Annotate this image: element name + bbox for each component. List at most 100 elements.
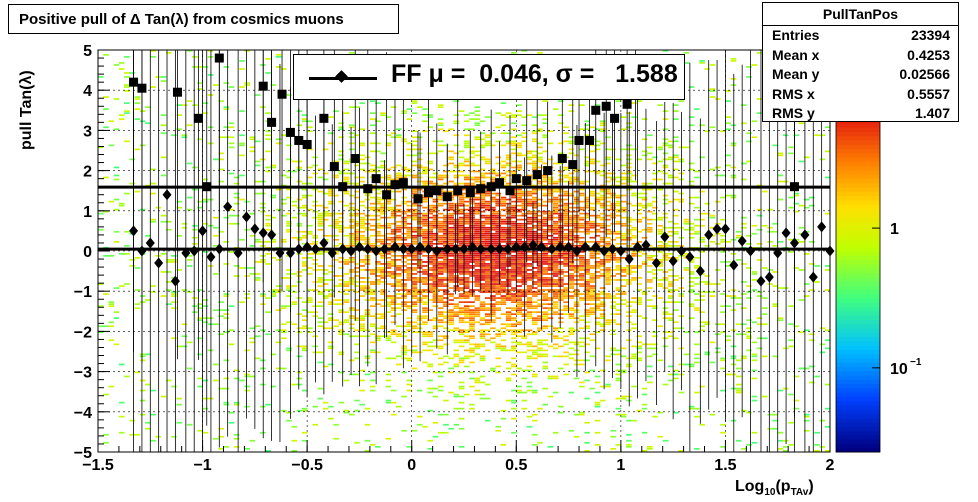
density-cell — [490, 313, 496, 315]
density-cell — [589, 281, 596, 283]
density-cell — [139, 413, 146, 416]
density-cell — [542, 349, 548, 352]
density-cell — [563, 140, 569, 143]
density-cell — [647, 287, 653, 289]
density-cell — [537, 220, 543, 223]
density-cell — [683, 269, 690, 271]
density-cell — [411, 102, 418, 104]
density-cell — [579, 413, 585, 416]
density-cell — [505, 297, 512, 299]
density-cell — [490, 226, 496, 229]
density-cell — [317, 305, 324, 307]
density-cell — [427, 341, 433, 344]
density-cell — [202, 200, 209, 203]
density-cell — [202, 407, 209, 410]
density-cell — [375, 208, 381, 211]
density-cell — [641, 198, 648, 201]
density-cell — [354, 267, 360, 269]
density-cell — [532, 413, 538, 416]
density-cell — [709, 126, 716, 129]
density-cell — [704, 323, 711, 326]
density-cell — [422, 218, 428, 221]
density-cell — [380, 112, 386, 114]
density-cell — [359, 389, 365, 392]
density-cell — [422, 166, 428, 169]
density-cell — [547, 210, 554, 213]
density-cell — [464, 295, 470, 297]
density-cell — [568, 329, 575, 332]
density-cell — [558, 331, 564, 334]
density-cell — [145, 122, 151, 125]
density-cell — [495, 303, 501, 305]
density-cell — [511, 172, 517, 175]
density-cell — [568, 391, 575, 394]
density-cell — [469, 347, 475, 350]
density-cell — [505, 198, 512, 201]
density-cell — [526, 216, 533, 219]
density-cell — [631, 148, 637, 151]
density-cell — [568, 238, 575, 241]
density-cell — [484, 339, 491, 342]
density-cell — [532, 255, 538, 257]
density-cell — [626, 444, 632, 446]
density-cell — [359, 403, 365, 406]
density-cell — [443, 216, 449, 219]
density-cell — [620, 243, 627, 245]
density-cell — [458, 198, 465, 201]
density-cell — [113, 98, 120, 100]
density-cell — [223, 401, 230, 404]
density-cell — [380, 152, 386, 155]
density-cell — [453, 218, 460, 221]
density-cell — [385, 253, 392, 255]
density-cell — [411, 367, 418, 370]
density-cell — [615, 379, 622, 382]
density-cell — [715, 200, 721, 203]
density-cell — [401, 287, 407, 289]
density-cell — [505, 323, 512, 326]
density-cell — [411, 269, 418, 271]
density-cell — [563, 192, 569, 195]
density-cell — [375, 224, 381, 227]
density-cell — [610, 349, 616, 352]
density-cell — [479, 234, 486, 237]
density-cell — [479, 214, 486, 217]
density-cell — [594, 431, 601, 434]
density-cell — [160, 220, 167, 223]
density-cell — [328, 202, 334, 205]
density-cell — [317, 291, 324, 293]
density-cell — [490, 291, 496, 293]
density-cell — [432, 243, 439, 245]
density-cell — [568, 313, 575, 315]
density-cell — [307, 297, 313, 299]
density-cell — [542, 261, 548, 263]
density-cell — [495, 214, 501, 217]
density-cell — [432, 176, 439, 179]
density-cell — [233, 403, 240, 406]
density-cell — [605, 293, 611, 295]
density-cell — [657, 228, 664, 231]
density-cell — [275, 138, 282, 141]
density-cell — [542, 234, 548, 237]
density-cell — [453, 152, 460, 155]
density-cell — [453, 349, 460, 352]
density-cell — [354, 335, 360, 338]
density-cell — [694, 343, 700, 346]
density-cell — [610, 196, 616, 199]
density-cell — [558, 232, 564, 235]
density-cell — [380, 224, 386, 227]
density-cell — [359, 325, 365, 328]
density-cell — [495, 317, 501, 319]
density-cell — [437, 251, 444, 253]
density-cell — [333, 319, 339, 321]
density-cell — [563, 176, 569, 179]
density-cell — [432, 421, 439, 424]
density-cell — [709, 96, 716, 98]
density-cell — [589, 241, 596, 243]
density-cell — [396, 285, 402, 287]
density-cell — [437, 347, 444, 350]
density-cell — [694, 257, 700, 259]
density-cell — [448, 236, 454, 239]
density-cell — [464, 285, 470, 287]
density-cell — [453, 341, 460, 344]
density-cell — [688, 317, 695, 319]
